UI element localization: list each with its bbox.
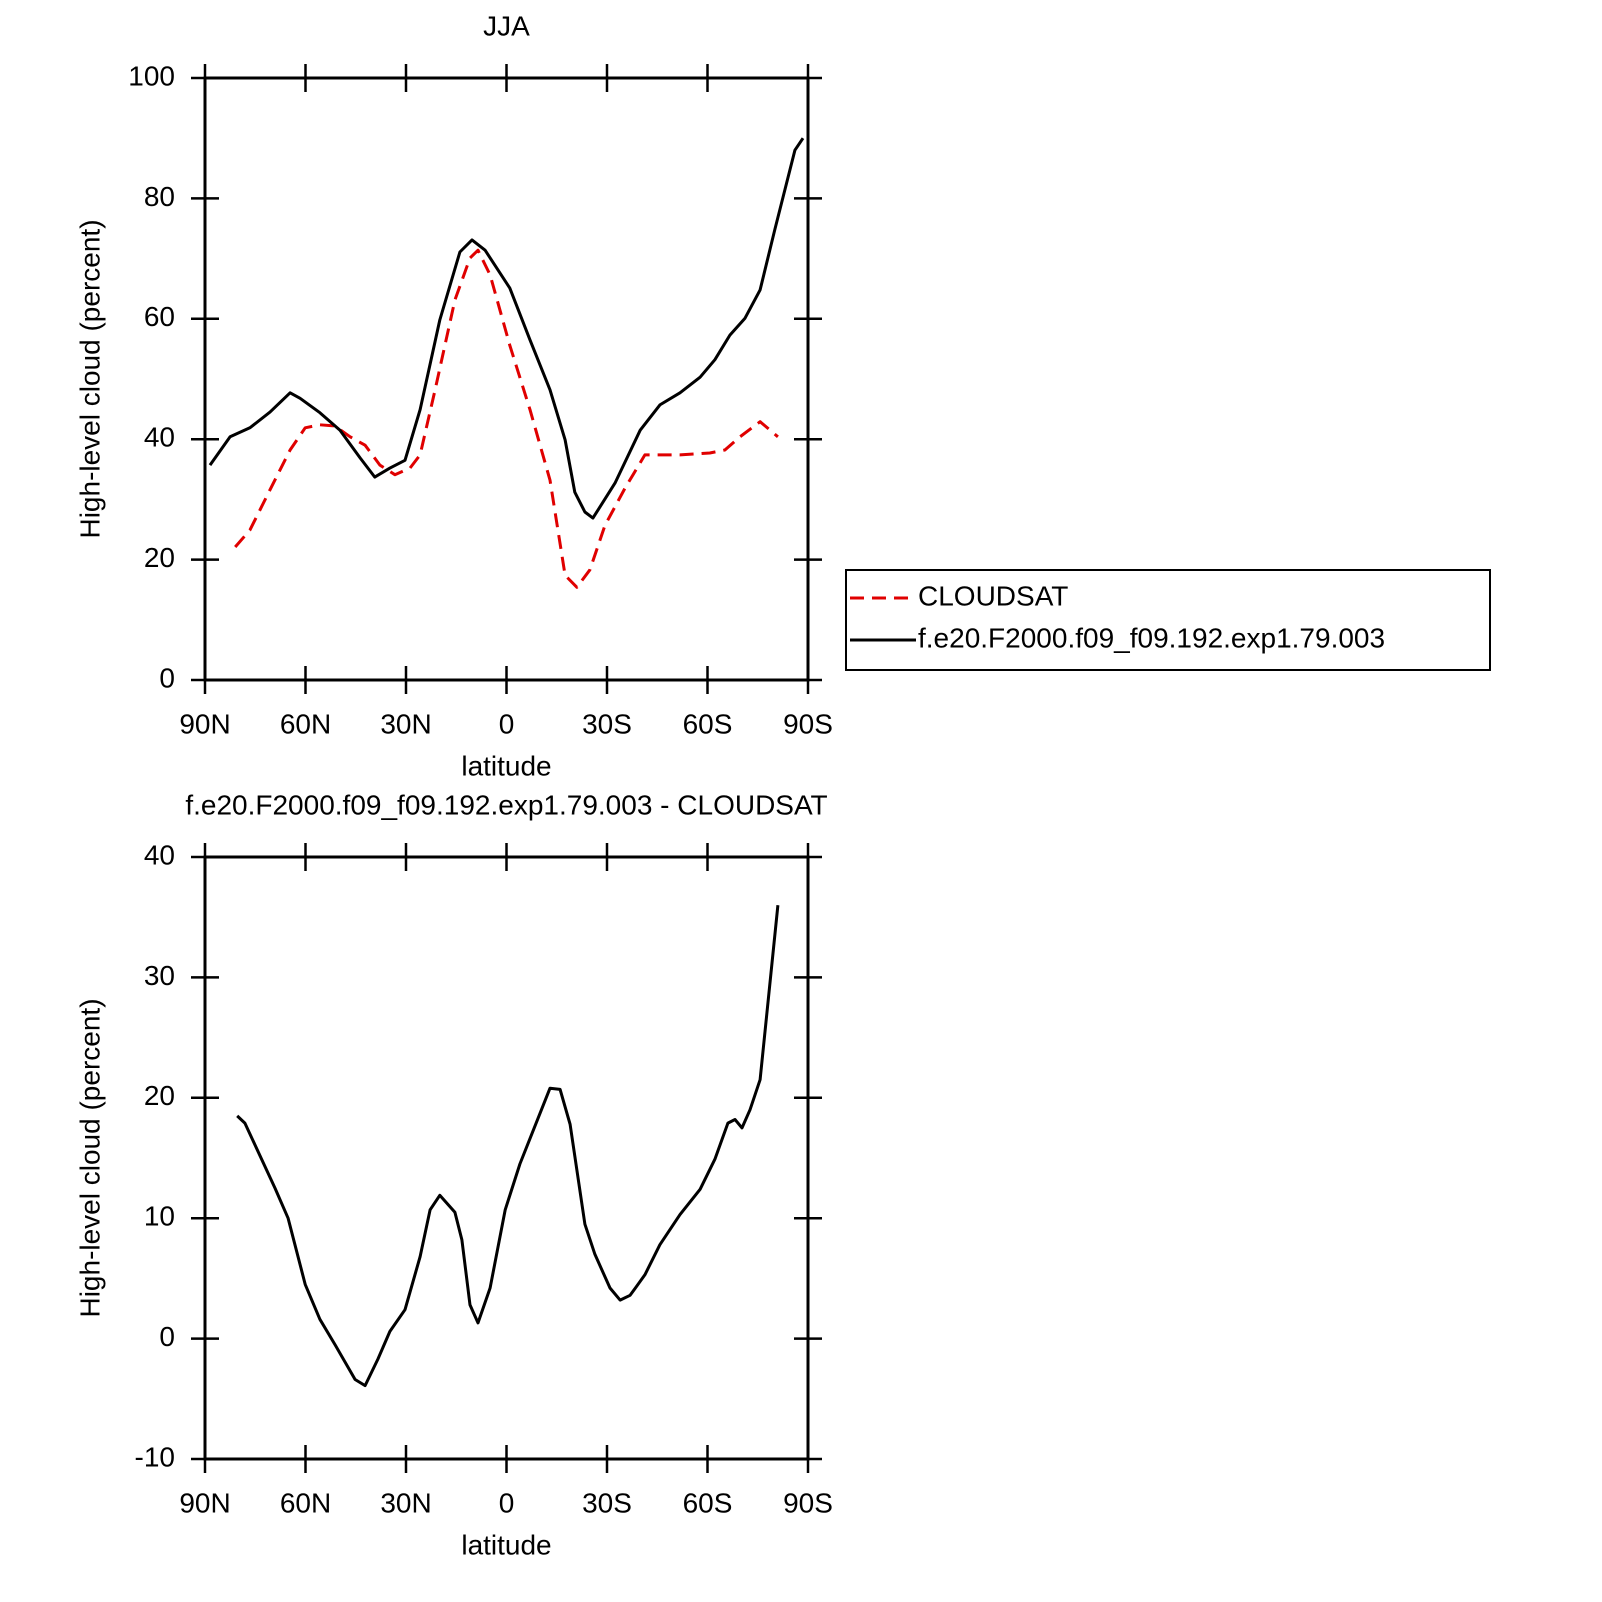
x-tick-label: 30N xyxy=(380,1487,431,1518)
plot-frame xyxy=(203,76,810,682)
x-tick-label: 90S xyxy=(783,1487,833,1518)
legend-label: f.e20.F2000.f09_f09.192.exp1.79.003 xyxy=(918,622,1385,653)
x-tick-label: 90S xyxy=(783,708,833,739)
x-tick-label: 30S xyxy=(582,708,632,739)
legend-box xyxy=(845,569,1491,671)
y-axis-label: High-level cloud (percent) xyxy=(74,219,105,538)
x-tick-label: 60S xyxy=(683,708,733,739)
data-line xyxy=(208,137,805,520)
x-tick-label: 30S xyxy=(582,1487,632,1518)
plot-frame xyxy=(203,855,810,1461)
legend-label: CLOUDSAT xyxy=(918,580,1068,611)
x-tick-label: 30N xyxy=(380,708,431,739)
y-tick-label: -10 xyxy=(135,1441,175,1472)
chart-title: JJA xyxy=(483,10,530,41)
x-axis-label: latitude xyxy=(461,1529,551,1560)
data-line xyxy=(234,248,779,589)
y-tick-label: 10 xyxy=(144,1201,175,1232)
y-tick-label: 100 xyxy=(128,60,175,91)
y-axis-label: High-level cloud (percent) xyxy=(74,998,105,1317)
y-tick-label: 40 xyxy=(144,839,175,870)
y-tick-label: 0 xyxy=(159,1321,175,1352)
x-tick-label: 90N xyxy=(179,708,230,739)
y-tick-label: 30 xyxy=(144,960,175,991)
x-tick-label: 60N xyxy=(280,1487,331,1518)
x-tick-label: 60S xyxy=(683,1487,733,1518)
y-tick-label: 80 xyxy=(144,181,175,212)
x-axis-label: latitude xyxy=(461,750,551,781)
x-tick-label: 60N xyxy=(280,708,331,739)
data-line xyxy=(236,905,780,1388)
chart-title: f.e20.F2000.f09_f09.192.exp1.79.003 - CL… xyxy=(185,789,827,820)
y-tick-label: 0 xyxy=(159,662,175,693)
x-tick-label: 0 xyxy=(499,1487,515,1518)
x-tick-label: 90N xyxy=(179,1487,230,1518)
y-tick-label: 40 xyxy=(144,422,175,453)
y-tick-label: 60 xyxy=(144,301,175,332)
y-tick-label: 20 xyxy=(144,542,175,573)
y-tick-label: 20 xyxy=(144,1080,175,1111)
x-tick-label: 0 xyxy=(499,708,515,739)
